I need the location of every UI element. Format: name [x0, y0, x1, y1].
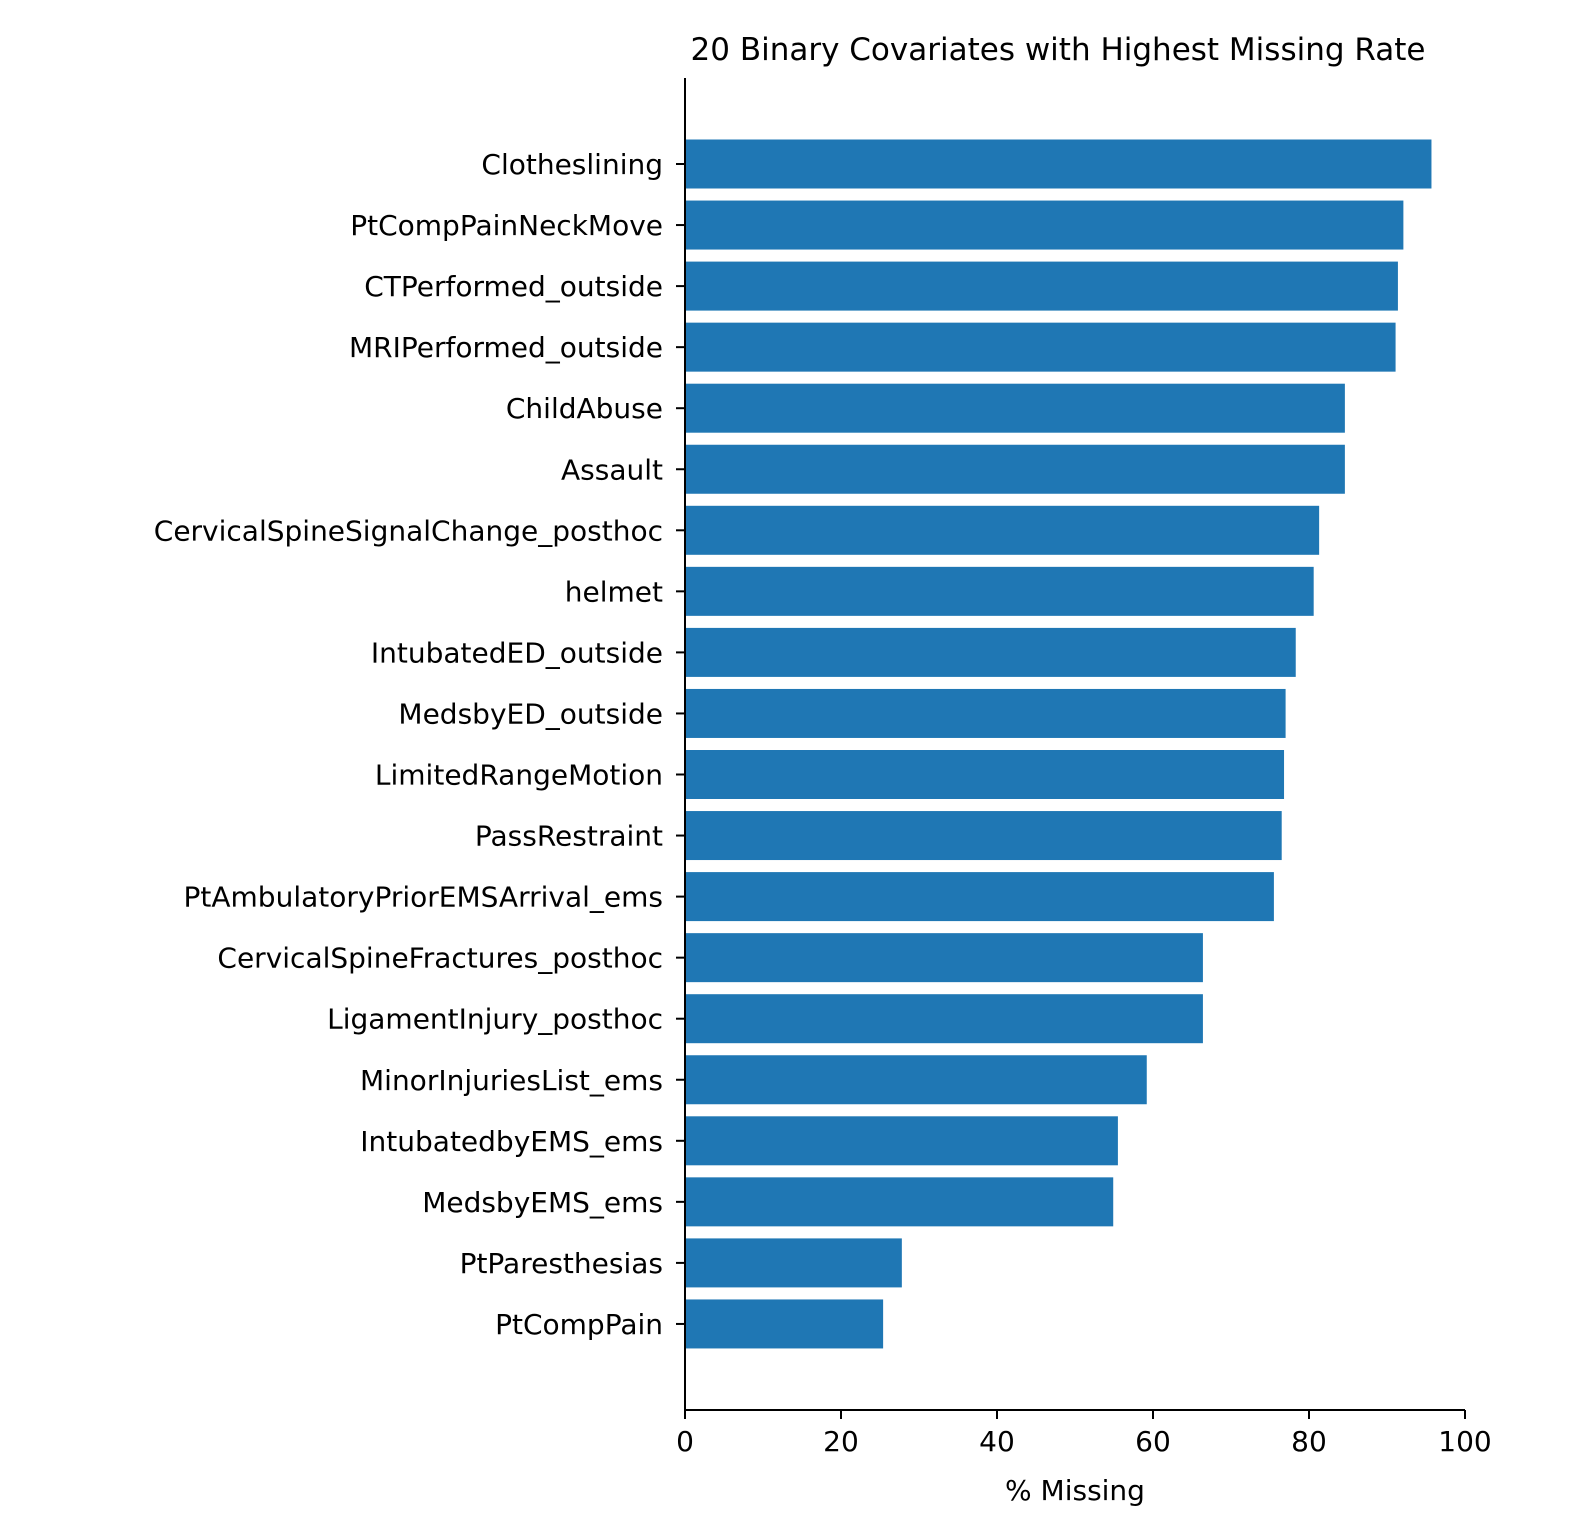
bar — [685, 1299, 884, 1349]
category-label: ChildAbuse — [506, 392, 663, 425]
bar — [685, 688, 1286, 738]
bar — [685, 811, 1282, 861]
bar — [685, 139, 1432, 189]
bar — [685, 1116, 1118, 1166]
category-label: LigamentInjury_posthoc — [327, 1003, 663, 1036]
bar — [685, 872, 1274, 922]
category-label: IntubatedED_outside — [371, 636, 663, 669]
x-tick-label: 40 — [979, 1425, 1015, 1458]
category-label: CervicalSpineSignalChange_posthoc — [154, 514, 663, 547]
x-axis-label: % Missing — [1005, 1474, 1145, 1507]
bar — [685, 1055, 1147, 1105]
category-label: helmet — [565, 575, 663, 608]
bar — [685, 750, 1285, 799]
bar — [685, 566, 1314, 616]
bar — [685, 933, 1203, 983]
bar — [685, 383, 1345, 433]
x-tick-label: 60 — [1135, 1425, 1171, 1458]
category-label: IntubatedbyEMS_ems — [360, 1125, 663, 1158]
bar — [685, 1238, 902, 1288]
category-label: PassRestraint — [475, 820, 663, 853]
bar — [685, 200, 1404, 250]
bar — [685, 505, 1320, 555]
chart-title: 20 Binary Covariates with Highest Missin… — [691, 32, 1426, 68]
category-label: CervicalSpineFractures_posthoc — [217, 942, 663, 975]
x-tick-label: 100 — [1438, 1425, 1491, 1458]
x-tick-label: 0 — [676, 1425, 694, 1458]
category-label: PtCompPain — [495, 1308, 663, 1341]
x-ticks-group: 0 20 40 60 80 100 — [676, 1410, 1492, 1458]
x-tick-label: 20 — [823, 1425, 859, 1458]
category-label: MRIPerformed_outside — [349, 331, 663, 364]
category-label: MinorInjuriesList_ems — [360, 1064, 663, 1097]
bar — [685, 322, 1396, 372]
bar — [685, 1177, 1114, 1227]
category-label: Assault — [561, 453, 663, 486]
category-label: MedsbyEMS_ems — [422, 1186, 663, 1219]
category-label: PtParesthesias — [460, 1247, 663, 1280]
bar — [685, 627, 1296, 677]
category-labels-group: Clotheslining PtCompPainNeckMove CTPerform… — [154, 148, 685, 1341]
category-label: PtAmbulatoryPriorEMSArrival_ems — [184, 881, 663, 914]
category-label: LimitedRangeMotion — [375, 759, 663, 792]
bar — [685, 261, 1398, 311]
category-label: PtCompPainNeckMove — [350, 209, 663, 242]
bar — [685, 994, 1203, 1044]
category-label: CTPerformed_outside — [364, 270, 663, 303]
category-label: Clotheslining — [481, 148, 663, 181]
bars-group — [685, 139, 1432, 1349]
bar — [685, 444, 1345, 494]
x-tick-label: 80 — [1291, 1425, 1327, 1458]
category-label: MedsbyED_outside — [398, 697, 663, 730]
